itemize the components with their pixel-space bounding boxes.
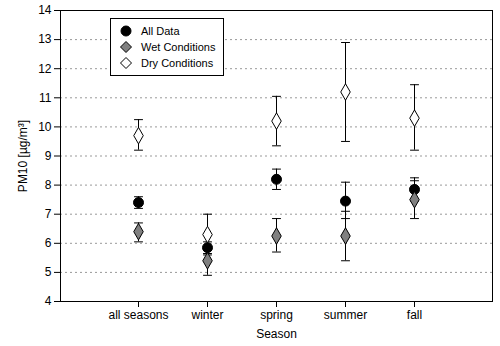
svg-text:12: 12 [38, 62, 52, 76]
svg-text:7: 7 [45, 207, 52, 221]
svg-text:spring: spring [260, 308, 293, 322]
svg-text:13: 13 [38, 32, 52, 46]
svg-text:11: 11 [39, 91, 52, 105]
html-text:Wet Conditions: Wet Conditions [141, 41, 216, 53]
svg-text:PM10 [µg/m³]: PM10 [µg/m³] [16, 120, 30, 192]
svg-text:fall: fall [407, 308, 422, 322]
svg-text:8: 8 [45, 178, 52, 192]
svg-text:summer: summer [324, 308, 367, 322]
svg-text:winter: winter [190, 308, 223, 322]
svg-text:10: 10 [38, 120, 52, 134]
html-text:Dry Conditions: Dry Conditions [141, 57, 214, 69]
svg-text:Season: Season [256, 327, 297, 341]
svg-text:9: 9 [45, 149, 52, 163]
svg-text:5: 5 [45, 265, 52, 279]
html-text:All Data: All Data [141, 25, 180, 37]
svg-text:all seasons: all seasons [108, 308, 168, 322]
svg-text:14: 14 [38, 3, 52, 17]
svg-text:6: 6 [45, 236, 52, 250]
svg-text:4: 4 [45, 294, 52, 308]
